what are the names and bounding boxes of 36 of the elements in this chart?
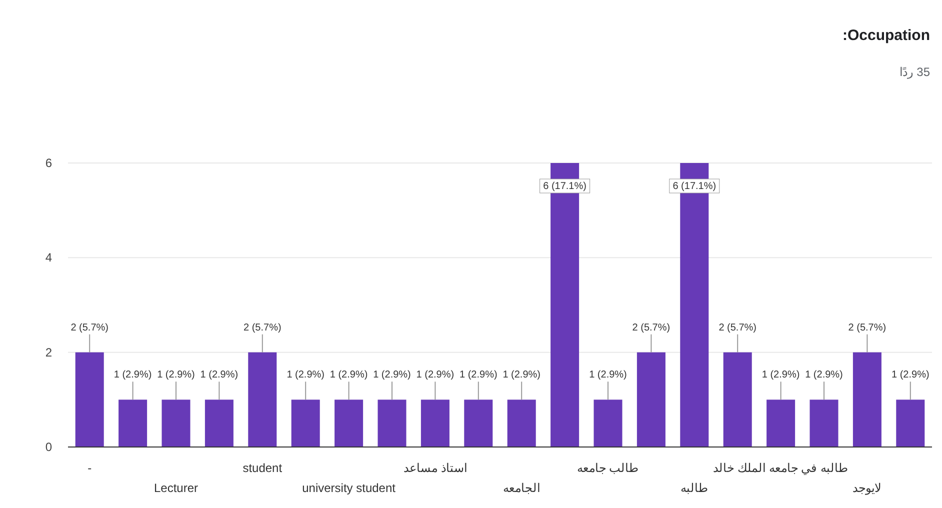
- y-tick-label: 2: [45, 345, 52, 360]
- data-label: 2 (5.7%): [70, 322, 108, 334]
- data-label: 2 (5.7%): [632, 322, 670, 334]
- data-label: 6 (17.1%): [543, 181, 586, 192]
- data-label: 1 (2.9%): [114, 370, 152, 381]
- data-label: 2 (5.7%): [244, 322, 282, 334]
- x-tick-label: Lecturer: [154, 481, 198, 495]
- data-label: 1 (2.9%): [286, 370, 324, 381]
- data-label: 1 (2.9%): [460, 370, 498, 381]
- data-label: 1 (2.9%): [589, 370, 627, 381]
- x-tick-label: student: [242, 461, 283, 475]
- x-tick-label: university student: [302, 481, 396, 495]
- title: Occupation:: [842, 27, 930, 44]
- data-label: 2 (5.7%): [718, 322, 756, 334]
- x-tick-label: -: [88, 461, 92, 475]
- data-label: 1 (2.9%): [373, 370, 411, 381]
- x-tick-label: الجامعه: [503, 481, 540, 495]
- data-label: 1 (2.9%): [805, 370, 843, 381]
- y-tick-label: 0: [45, 440, 52, 454]
- y-tick-label: 4: [45, 250, 52, 265]
- data-label: 1 (2.9%): [892, 370, 930, 381]
- data-label: 2 (5.7%): [848, 322, 886, 334]
- data-label: 1 (2.9%): [762, 370, 800, 381]
- data-label: 1 (2.9%): [200, 370, 238, 381]
- data-label: 1 (2.9%): [416, 370, 454, 381]
- data-label: 6 (17.1%): [672, 181, 716, 192]
- x-tick-label: طالبه: [680, 481, 708, 495]
- x-tick-label: لايوجد: [852, 481, 882, 495]
- x-tick-label: استاذ مساعد: [404, 461, 467, 475]
- data-label: 1 (2.9%): [157, 370, 195, 381]
- data-label: 1 (2.9%): [502, 370, 540, 381]
- x-tick-label: طالبه في جامعه الملك خالد: [713, 461, 848, 475]
- subtitle: 35 ردًا: [899, 65, 930, 79]
- y-tick-label: 6: [45, 156, 52, 170]
- data-label: 1 (2.9%): [330, 370, 368, 381]
- x-tick-label: طالب جامعه: [576, 461, 640, 475]
